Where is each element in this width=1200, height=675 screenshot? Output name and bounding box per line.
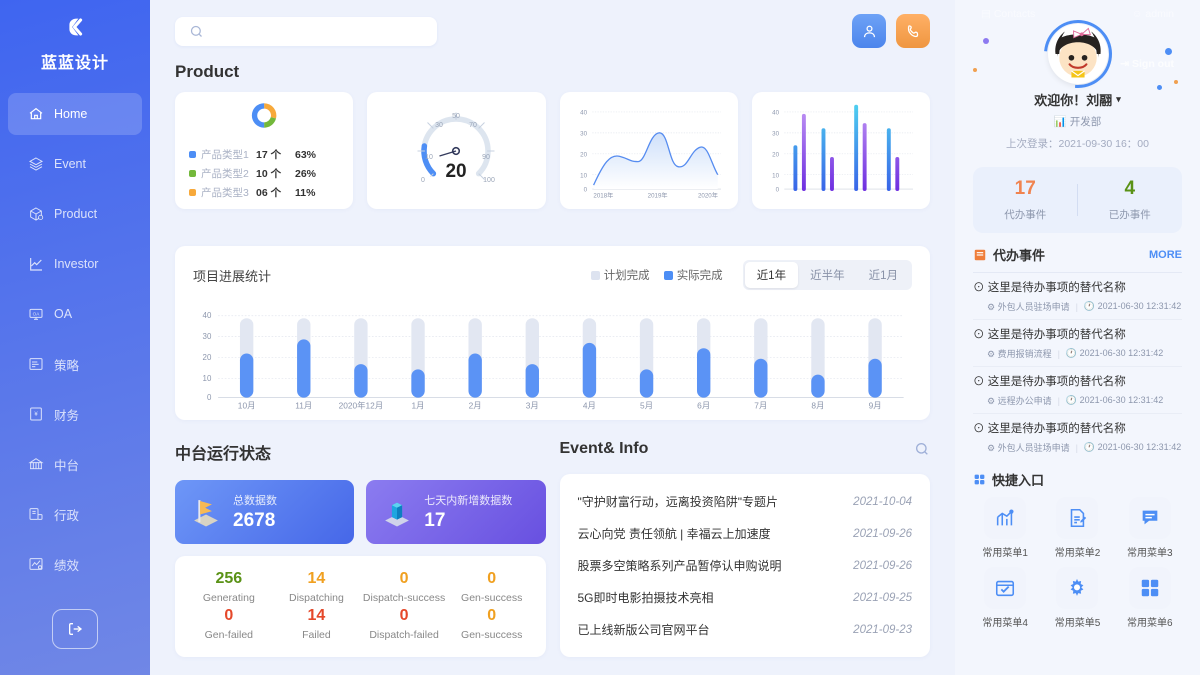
svg-text:2018年: 2018年 bbox=[593, 192, 613, 200]
svg-text:40: 40 bbox=[580, 110, 587, 117]
svg-text:100: 100 bbox=[484, 177, 496, 184]
svg-text:9月: 9月 bbox=[869, 400, 882, 410]
svg-text:10: 10 bbox=[580, 172, 587, 179]
svg-text:6月: 6月 bbox=[697, 400, 710, 410]
svg-text:20: 20 bbox=[203, 353, 212, 362]
svg-text:8月: 8月 bbox=[811, 400, 824, 410]
svg-text:OA: OA bbox=[33, 311, 41, 316]
svg-text:3月: 3月 bbox=[526, 400, 539, 410]
svg-text:2月: 2月 bbox=[469, 400, 482, 410]
svg-text:30: 30 bbox=[580, 130, 587, 137]
svg-text:50: 50 bbox=[452, 113, 460, 120]
svg-text:¥: ¥ bbox=[34, 412, 38, 418]
svg-text:0: 0 bbox=[583, 187, 587, 194]
svg-text:11月: 11月 bbox=[295, 400, 312, 410]
svg-text:1月: 1月 bbox=[412, 400, 425, 410]
svg-text:30: 30 bbox=[435, 122, 443, 129]
svg-text:70: 70 bbox=[469, 122, 477, 129]
svg-text:0: 0 bbox=[421, 177, 425, 184]
svg-text:20: 20 bbox=[772, 151, 779, 158]
svg-text:20: 20 bbox=[446, 161, 467, 182]
svg-text:2020年: 2020年 bbox=[697, 192, 717, 200]
svg-text:10: 10 bbox=[203, 374, 212, 383]
svg-text:2020年12月: 2020年12月 bbox=[339, 400, 384, 410]
svg-text:30: 30 bbox=[203, 332, 212, 341]
svg-text:7月: 7月 bbox=[754, 400, 767, 410]
svg-text:0: 0 bbox=[775, 187, 779, 194]
svg-text:10月: 10月 bbox=[238, 400, 256, 410]
svg-text:40: 40 bbox=[203, 311, 212, 320]
svg-text:4月: 4月 bbox=[583, 400, 596, 410]
svg-text:10: 10 bbox=[425, 154, 433, 161]
svg-text:90: 90 bbox=[482, 154, 490, 161]
svg-text:20: 20 bbox=[580, 151, 587, 158]
svg-text:5月: 5月 bbox=[640, 400, 653, 410]
svg-text:40: 40 bbox=[772, 110, 779, 117]
svg-text:2019年: 2019年 bbox=[647, 192, 667, 200]
svg-text:0: 0 bbox=[207, 393, 212, 402]
svg-text:30: 30 bbox=[772, 130, 779, 137]
svg-text:10: 10 bbox=[772, 172, 779, 179]
